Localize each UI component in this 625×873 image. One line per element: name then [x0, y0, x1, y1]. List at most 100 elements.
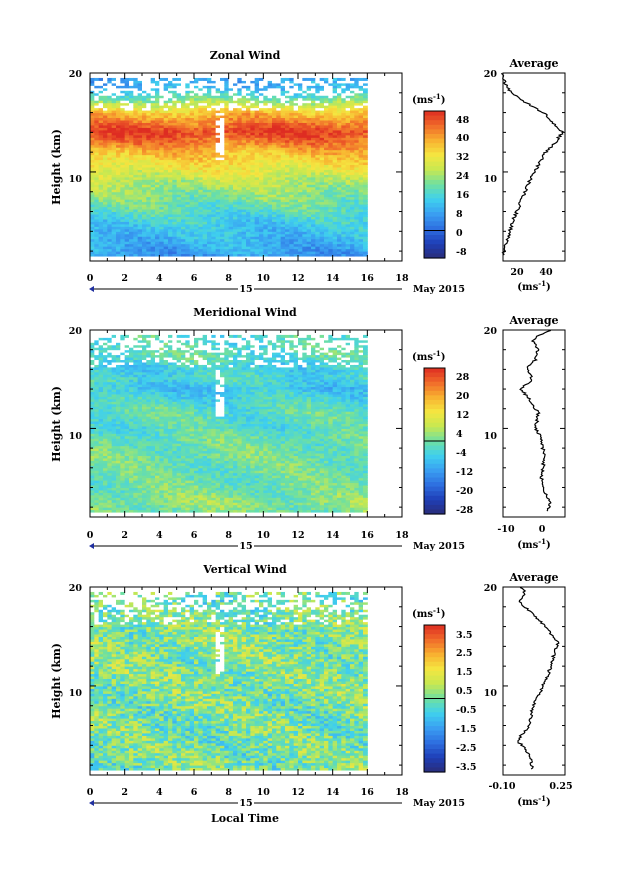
heatmap-cell — [358, 100, 364, 104]
heatmap-cell — [250, 80, 256, 84]
heatmap-cell — [259, 117, 264, 121]
heatmap-cell — [228, 82, 234, 86]
heatmap-cell — [90, 144, 95, 148]
heatmap-cell — [315, 95, 321, 99]
heatmap-cell — [289, 117, 295, 121]
heatmap-cell — [267, 171, 273, 175]
heatmap-cell — [259, 167, 264, 170]
heatmap-cell — [90, 122, 95, 126]
heatmap-cell — [142, 199, 147, 203]
heatmap-cell — [345, 149, 351, 153]
heatmap-cell — [272, 169, 277, 173]
heatmap-cell — [254, 122, 260, 126]
heatmap-cell — [94, 122, 100, 126]
heatmap-cell — [116, 159, 121, 163]
heatmap-cell — [293, 154, 299, 158]
heatmap-cell — [237, 223, 243, 227]
heatmap-cell — [94, 102, 100, 106]
heatmap-cell — [137, 112, 143, 116]
heatmap-cell — [267, 154, 273, 158]
heatmap-cell — [332, 147, 338, 151]
heatmap-cell — [181, 120, 186, 123]
heatmap-cell — [332, 115, 338, 119]
heatmap-cell — [176, 236, 182, 240]
heatmap-cell — [328, 231, 334, 235]
heatmap-cell — [298, 127, 303, 131]
heatmap-cell — [345, 176, 351, 180]
heatmap-cell — [332, 233, 338, 237]
heatmap-cell — [220, 95, 225, 99]
heatmap-cell — [124, 87, 130, 91]
heatmap-cell — [237, 80, 243, 84]
heatmap-cell — [142, 137, 147, 141]
heatmap-cell — [159, 87, 165, 91]
heatmap-cell — [350, 171, 355, 175]
heatmap-cell — [198, 127, 204, 131]
heatmap-cell — [181, 211, 186, 215]
heatmap-cell — [163, 176, 169, 180]
heatmap-cell — [341, 105, 347, 109]
heatmap-cell — [289, 211, 295, 215]
heatmap-cell — [90, 448, 95, 452]
heatmap-cell — [289, 90, 295, 94]
heatmap-cell — [358, 191, 364, 195]
heatmap-cell — [228, 120, 234, 123]
heatmap-cell — [285, 162, 290, 166]
heatmap-cell — [202, 80, 208, 84]
heatmap-cell — [237, 204, 243, 208]
heatmap-cell — [345, 97, 351, 101]
heatmap-cell — [276, 236, 282, 240]
heatmap-cell — [272, 80, 277, 84]
heatmap-cell — [202, 152, 208, 156]
heatmap-cell — [306, 80, 312, 84]
heatmap-cell — [159, 115, 165, 119]
heatmap-cell — [181, 77, 186, 81]
heatmap-cell — [233, 189, 238, 193]
heatmap-cell — [181, 201, 186, 205]
heatmap-cell — [159, 152, 165, 156]
heatmap-cell — [237, 251, 243, 255]
heatmap-cell — [185, 129, 191, 133]
heatmap-cell — [224, 214, 230, 217]
heatmap-cell — [350, 105, 355, 109]
heatmap-cell — [207, 189, 212, 193]
heatmap-cell — [328, 211, 334, 215]
heatmap-cell — [332, 159, 338, 163]
heatmap-cell — [259, 251, 264, 255]
heatmap-cell — [185, 236, 191, 240]
heatmap-cell — [133, 107, 139, 111]
heatmap-cell — [276, 129, 282, 133]
heatmap-cell — [298, 95, 303, 99]
heatmap-cell — [241, 82, 247, 86]
heatmap-cell — [103, 120, 108, 123]
heatmap-cell — [103, 152, 108, 156]
heatmap-cell — [185, 191, 191, 195]
heatmap-cell — [185, 221, 191, 225]
heatmap-cell — [254, 226, 260, 230]
heatmap-cell — [142, 87, 147, 91]
heatmap-cell — [224, 226, 230, 230]
heatmap-cell — [124, 238, 130, 242]
heatmap-cell — [267, 243, 273, 247]
heatmap-cell — [124, 147, 130, 151]
heatmap-cell — [94, 352, 100, 356]
heatmap-cell — [306, 134, 312, 138]
heatmap-cell — [103, 159, 108, 163]
heatmap-cell — [98, 352, 104, 356]
heatmap-cell — [363, 204, 368, 208]
meridional-heatmap — [90, 334, 368, 513]
heatmap-cell — [224, 90, 230, 94]
heatmap-cell — [168, 100, 173, 104]
heatmap-cell — [155, 201, 160, 205]
heatmap-cell — [98, 470, 104, 474]
heatmap-cell — [94, 421, 100, 424]
heatmap-cell — [267, 117, 273, 121]
heatmap-cell — [133, 90, 139, 94]
heatmap-cell — [315, 204, 321, 208]
heatmap-cell — [298, 179, 303, 183]
heatmap-cell — [302, 241, 308, 245]
heatmap-cell — [228, 157, 234, 161]
heatmap-cell — [228, 159, 234, 163]
heatmap-cell — [202, 82, 208, 86]
heatmap-cell — [202, 77, 208, 81]
